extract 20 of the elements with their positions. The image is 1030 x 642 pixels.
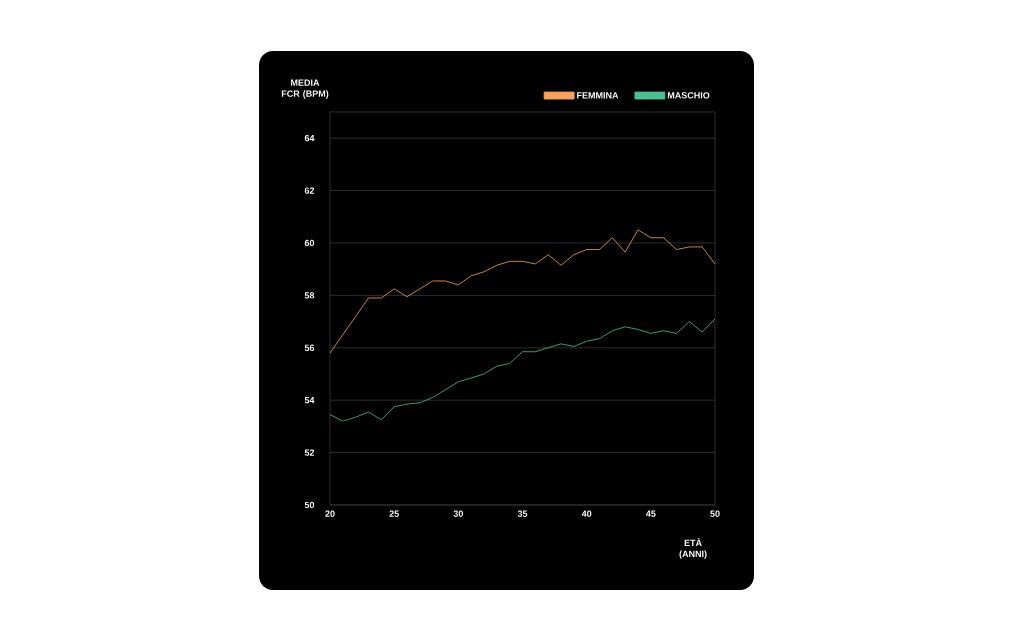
legend-label: MASCHIO (667, 92, 710, 99)
x-tick-label: 30 (453, 510, 463, 517)
x-tick-label: 20 (325, 510, 335, 517)
x-axis-title: ETÀ (ANNI) (679, 537, 707, 559)
x-tick-label: 25 (389, 510, 399, 517)
y-tick-label: 60 (304, 239, 315, 247)
x-tick-label: 40 (581, 510, 592, 517)
y-tick-label: 56 (304, 344, 315, 351)
y-tick-label: 64 (304, 135, 315, 142)
y-tick-label: 62 (304, 187, 315, 194)
x-tick-label: 50 (710, 510, 720, 517)
y-tick-label: 58 (304, 292, 315, 299)
line-series (330, 229, 715, 354)
y-tick-label: 50 (304, 501, 315, 509)
y-tick-label: 52 (304, 449, 315, 456)
y-axis-title: MEDIA FCR (BPM) (281, 79, 329, 99)
legend-label: FEMMINA (577, 92, 619, 99)
y-tick-label: 54 (304, 397, 315, 404)
x-tick-label: 35 (517, 510, 528, 517)
x-tick-label: 45 (645, 510, 656, 517)
